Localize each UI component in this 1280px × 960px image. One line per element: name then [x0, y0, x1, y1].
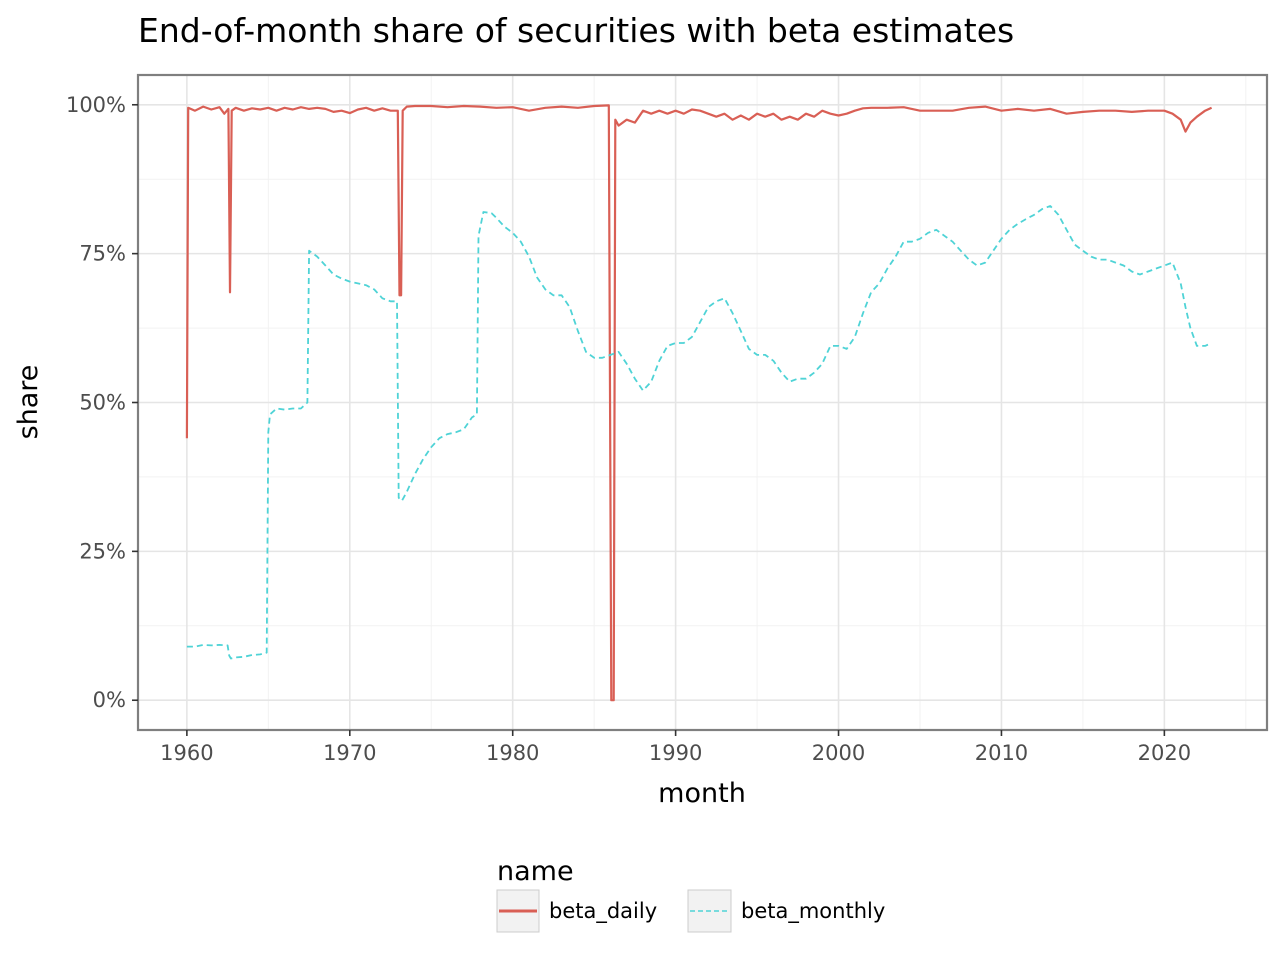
y-tick-label: 0%	[93, 688, 126, 712]
x-axis: 1960 1970 1980 1990 2000 2010 2020	[160, 730, 1191, 765]
x-axis-title: month	[658, 778, 746, 809]
x-tick-label: 1970	[323, 741, 376, 765]
x-tick-label: 2000	[812, 741, 865, 765]
series-lines	[185, 104, 1213, 702]
y-tick-label: 50%	[79, 391, 126, 415]
legend-label-beta-daily: beta_daily	[549, 899, 657, 924]
legend-item-beta-monthly: beta_monthly	[687, 889, 885, 933]
x-tick-label: 2020	[1138, 741, 1191, 765]
series-line-beta-monthly	[186, 205, 1212, 660]
x-tick-label: 1990	[649, 741, 702, 765]
series-line-beta-daily	[185, 104, 1213, 702]
y-tick-label: 25%	[79, 539, 126, 563]
y-tick-label: 100%	[66, 93, 126, 117]
y-axis: 0% 25% 50% 75% 100%	[66, 93, 138, 712]
legend-item-beta-daily: beta_daily	[496, 889, 657, 933]
legend: name beta_daily beta_monthly	[496, 856, 885, 933]
x-tick-label: 1980	[486, 741, 539, 765]
y-axis-title: share	[13, 365, 44, 440]
legend-title: name	[497, 856, 574, 887]
x-tick-label: 1960	[160, 741, 213, 765]
legend-label-beta-monthly: beta_monthly	[741, 899, 885, 924]
chart-title: End-of-month share of securities with be…	[138, 11, 1014, 50]
y-tick-label: 75%	[79, 242, 126, 266]
x-tick-label: 2010	[975, 741, 1028, 765]
